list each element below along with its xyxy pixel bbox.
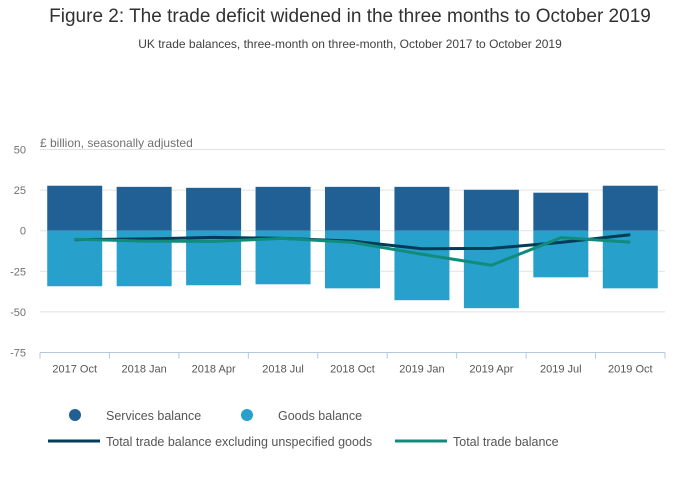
chart-subtitle: UK trade balances, three-month on three-… xyxy=(138,37,562,51)
bar-services-balance xyxy=(47,185,103,231)
y-tick-label: 25 xyxy=(14,185,26,197)
y-tick-label: 50 xyxy=(14,145,26,157)
bar-services-balance xyxy=(255,186,311,231)
bar-services-balance xyxy=(186,187,242,231)
bar-services-balance xyxy=(533,192,589,231)
x-tick-label: 2018 Jan xyxy=(122,364,167,376)
bar-services-balance xyxy=(602,185,658,231)
bar-services-balance xyxy=(116,186,172,231)
y-tick-label: 0 xyxy=(20,226,26,238)
x-tick-label: 2017 Oct xyxy=(52,364,97,376)
legend-label: Services balance xyxy=(106,409,201,423)
line-series xyxy=(74,236,631,267)
bar-goods-balance xyxy=(602,230,658,289)
y-tick-label: -25 xyxy=(10,266,26,278)
x-tick-label: 2018 Jul xyxy=(262,364,304,376)
legend-marker xyxy=(241,409,253,421)
legend-label: Total trade balance excluding unspecifie… xyxy=(106,435,372,449)
x-tick-label: 2018 Oct xyxy=(330,364,375,376)
y-tick-label: -75 xyxy=(10,348,26,360)
bar-goods-balance xyxy=(394,230,450,301)
legend-marker xyxy=(69,409,81,421)
legend-label: Goods balance xyxy=(278,409,362,423)
x-tick-label: 2018 Apr xyxy=(192,364,236,376)
bar-services-balance xyxy=(394,186,450,231)
x-tick-label: 2019 Apr xyxy=(469,364,513,376)
x-tick-label: 2019 Jul xyxy=(540,364,582,376)
bar-services-balance xyxy=(325,186,380,231)
bar-services-balance xyxy=(463,189,519,231)
legend-label: Total trade balance xyxy=(453,435,559,449)
x-tick-label: 2019 Oct xyxy=(608,364,653,376)
x-tick-label: 2019 Jan xyxy=(399,364,444,376)
y-axis-label: £ billion, seasonally adjusted xyxy=(40,136,193,150)
bar-goods-balance xyxy=(463,230,519,309)
y-tick-label: -50 xyxy=(10,307,26,319)
chart-title: Figure 2: The trade deficit widened in t… xyxy=(49,6,651,27)
